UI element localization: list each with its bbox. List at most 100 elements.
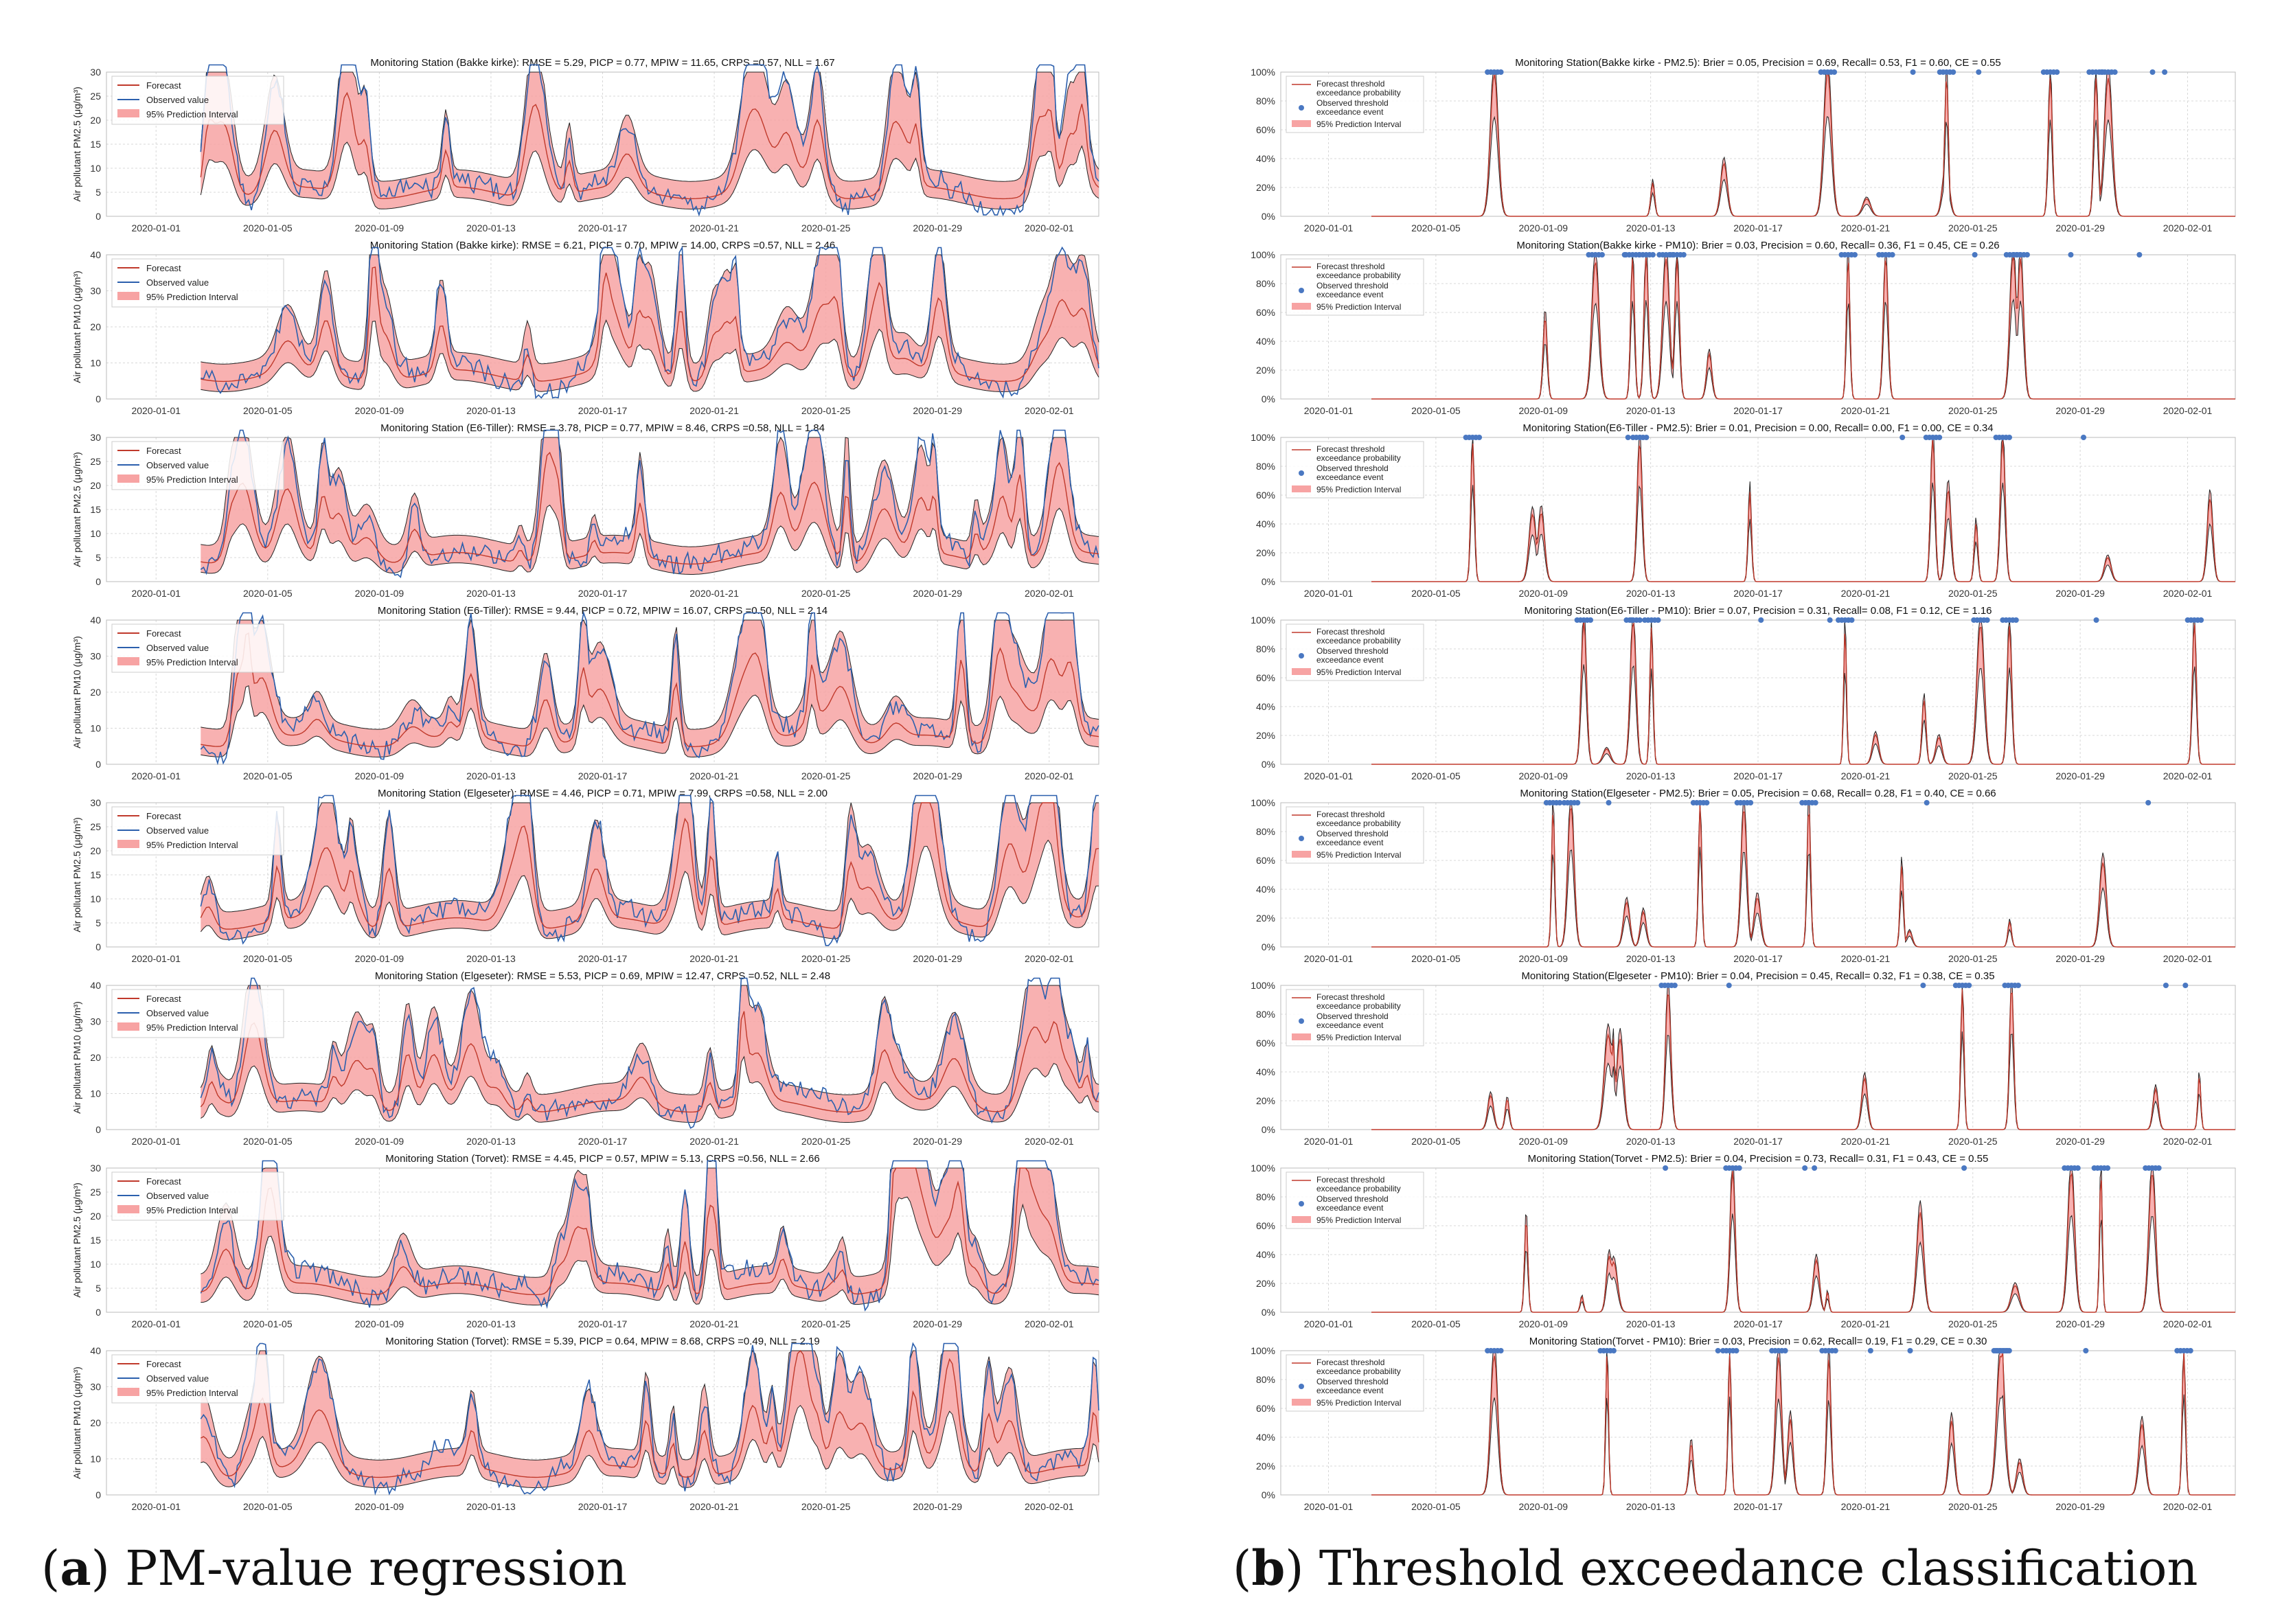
x-tick-label: 2020-01-17 bbox=[1733, 222, 1783, 233]
chart-a-4: Monitoring Station (E6-Tiller): RMSE = 9… bbox=[71, 605, 1099, 781]
y-tick-label: 20% bbox=[1256, 365, 1275, 376]
interval-lower-edge bbox=[201, 319, 1099, 392]
y-tick-label: 30 bbox=[90, 1382, 101, 1393]
interval-upper-edge bbox=[200, 985, 1099, 1095]
observed-exceedance-point bbox=[2007, 435, 2013, 440]
forecast-series-line bbox=[201, 1167, 1099, 1296]
legend-label: exceedance event bbox=[1316, 290, 1384, 299]
x-tick-label: 2020-01-01 bbox=[131, 770, 181, 781]
interval-lower-edge bbox=[1371, 1213, 2235, 1313]
y-tick-label: 25 bbox=[90, 456, 101, 467]
legend-swatch-interval bbox=[1292, 668, 1311, 675]
observed-exceedance-point bbox=[1637, 435, 1643, 440]
y-tick-label: 25 bbox=[90, 91, 101, 102]
y-tick-label: 0% bbox=[1262, 1124, 1275, 1135]
y-tick-label: 60% bbox=[1256, 307, 1275, 318]
legend-box bbox=[111, 258, 284, 308]
x-tick-label: 2020-01-05 bbox=[243, 953, 293, 964]
x-tick-label: 2020-01-21 bbox=[689, 222, 739, 233]
observed-exceedance-point bbox=[1972, 252, 1978, 258]
observed-exceedance-point bbox=[2136, 252, 2143, 258]
prediction-interval-band bbox=[1371, 255, 2235, 399]
observed-exceedance-point bbox=[1920, 983, 1926, 988]
x-tick-label: 2020-01-09 bbox=[355, 222, 404, 233]
interval-lower-edge bbox=[1371, 664, 2235, 765]
observed-exceedance-point bbox=[1680, 252, 1687, 258]
legend-box bbox=[111, 441, 284, 490]
x-tick-label: 2020-01-25 bbox=[1948, 1318, 1998, 1329]
observed-exceedance-point bbox=[1748, 800, 1754, 805]
y-tick-label: 30 bbox=[90, 286, 101, 297]
observed-exceedance-point bbox=[1900, 435, 1906, 440]
x-tick-label: 2020-01-17 bbox=[1733, 1136, 1783, 1147]
observed-exceedance-point bbox=[1867, 1348, 1873, 1353]
y-tick-label: 40% bbox=[1256, 336, 1275, 347]
chart-title: Monitoring Station(E6-Tiller - PM2.5): B… bbox=[1522, 422, 1993, 434]
plot-frame bbox=[106, 619, 1099, 765]
x-tick-label: 2020-01-17 bbox=[1733, 588, 1783, 599]
observed-exceedance-point bbox=[1733, 1348, 1739, 1353]
x-tick-label: 2020-01-05 bbox=[1411, 222, 1461, 233]
x-tick-label: 2020-01-09 bbox=[1518, 953, 1568, 964]
caption-a: (a) PM-value regression bbox=[41, 1540, 627, 1597]
x-tick-label: 2020-01-13 bbox=[466, 405, 516, 416]
legend-label: exceedance probability bbox=[1316, 1366, 1401, 1376]
legend-swatch-interval bbox=[1292, 485, 1311, 492]
x-tick-label: 2020-01-17 bbox=[578, 953, 628, 964]
x-tick-label: 2020-02-01 bbox=[1025, 222, 1074, 233]
y-tick-label: 0% bbox=[1262, 393, 1275, 404]
y-tick-label: 0% bbox=[1262, 1307, 1275, 1318]
observed-exceedance-point bbox=[1976, 69, 1982, 75]
x-tick-label: 2020-02-01 bbox=[2163, 1318, 2213, 1329]
legend-label: 95% Prediction Interval bbox=[146, 109, 238, 119]
y-tick-label: 40% bbox=[1256, 1249, 1275, 1260]
legend-swatch-interval bbox=[1292, 303, 1311, 310]
legend-label: 95% Prediction Interval bbox=[146, 1205, 238, 1215]
observed-series-line bbox=[200, 429, 1099, 578]
chart-b-1: Monitoring Station(Bakke kirke - PM2.5):… bbox=[1251, 57, 2236, 233]
observed-exceedance-point bbox=[2024, 252, 2030, 258]
x-tick-label: 2020-01-05 bbox=[1411, 770, 1461, 781]
x-tick-label: 2020-01-13 bbox=[1626, 1136, 1676, 1147]
y-tick-label: 80% bbox=[1256, 1374, 1275, 1385]
observed-exceedance-point bbox=[1726, 983, 1732, 988]
chart-title: Monitoring Station (E6-Tiller): RMSE = 3… bbox=[380, 422, 825, 434]
observed-exceedance-point bbox=[1636, 252, 1643, 258]
caption-b-letter: b bbox=[1251, 1540, 1285, 1597]
x-tick-label: 2020-01-29 bbox=[2055, 953, 2105, 964]
observed-exceedance-point bbox=[2162, 69, 2168, 75]
observed-exceedance-point bbox=[1812, 800, 1818, 805]
prediction-interval-band bbox=[201, 72, 1099, 209]
legend-label: 95% Prediction Interval bbox=[1316, 302, 1401, 312]
forecast-series-line bbox=[200, 1011, 1099, 1113]
x-tick-label: 2020-01-09 bbox=[355, 770, 404, 781]
y-tick-label: 0 bbox=[95, 1124, 101, 1135]
observed-exceedance-point bbox=[2105, 1165, 2111, 1171]
legend-label: 95% Prediction Interval bbox=[146, 292, 238, 302]
forecast-series-line bbox=[1371, 803, 2235, 948]
y-tick-label: 40% bbox=[1256, 701, 1275, 712]
forecast-series-line bbox=[201, 451, 1099, 565]
observed-exceedance-point bbox=[1937, 435, 1943, 440]
x-tick-label: 2020-01-21 bbox=[1841, 1318, 1891, 1329]
x-tick-label: 2020-01-01 bbox=[131, 1136, 181, 1147]
prediction-interval-band bbox=[201, 803, 1099, 940]
x-tick-label: 2020-01-01 bbox=[131, 953, 181, 964]
observed-exceedance-point bbox=[1498, 69, 1504, 75]
x-tick-label: 2020-01-21 bbox=[1841, 1136, 1891, 1147]
y-tick-label: 10 bbox=[90, 358, 101, 369]
legend-label: Observed value bbox=[146, 643, 209, 653]
x-tick-label: 2020-01-21 bbox=[1841, 953, 1891, 964]
legend-label: 95% Prediction Interval bbox=[1316, 1033, 1401, 1042]
x-tick-label: 2020-01-29 bbox=[2055, 405, 2105, 416]
legend-label: Forecast bbox=[146, 1359, 181, 1369]
y-tick-label: 40 bbox=[90, 980, 101, 991]
x-tick-label: 2020-01-05 bbox=[243, 588, 293, 599]
legend-label: Forecast bbox=[146, 628, 181, 639]
x-tick-label: 2020-01-09 bbox=[355, 1136, 404, 1147]
observed-exceedance-point bbox=[2015, 983, 2021, 988]
legend-label: Observed threshold bbox=[1316, 464, 1389, 473]
